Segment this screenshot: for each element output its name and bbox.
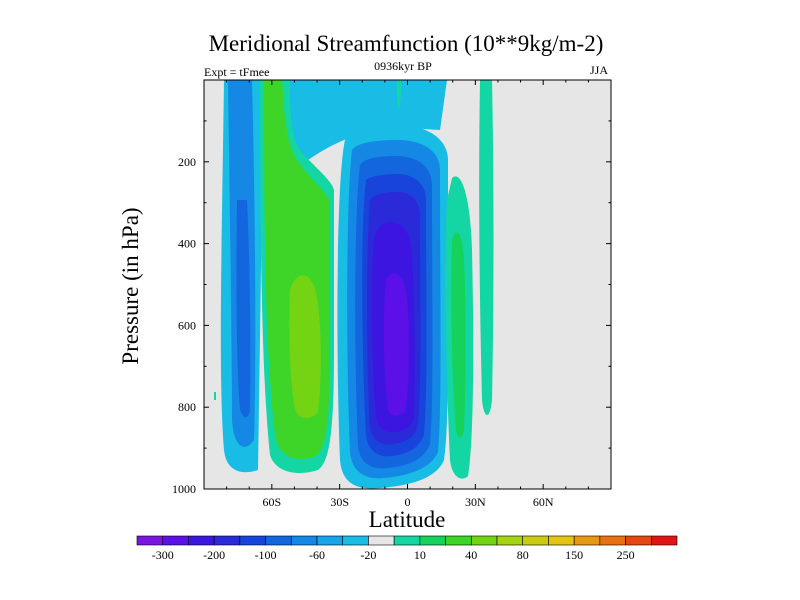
contour-sh-ferrel-core xyxy=(289,275,321,418)
colorbar-swatch xyxy=(599,535,626,546)
contour-upper-sliver xyxy=(396,80,401,108)
colorbar-label: 250 xyxy=(617,548,635,562)
colorbar-swatch xyxy=(496,535,524,546)
colorbar-swatch xyxy=(239,535,266,546)
colorbar-swatch xyxy=(162,535,189,546)
contour-sh-polar-core xyxy=(236,200,251,418)
season-label: JJA xyxy=(590,63,608,77)
colorbar-label: -100 xyxy=(255,548,277,562)
colorbar-label: -60 xyxy=(309,548,325,562)
colorbar xyxy=(136,535,678,546)
contour-left-speck xyxy=(214,392,216,400)
time-label: 0936kyr BP xyxy=(374,59,432,73)
contour-nh-hadley-inner xyxy=(451,232,466,438)
x-axis-ticks: 60S 30S 0 30N 60N xyxy=(226,80,589,509)
y-tick-label: 400 xyxy=(178,237,196,251)
colorbar-swatch xyxy=(265,535,292,546)
x-tick-label: 60N xyxy=(533,495,554,509)
colorbar-label: 40 xyxy=(465,548,477,562)
colorbar-swatch xyxy=(393,535,421,546)
x-axis-label: Latitude xyxy=(369,507,446,532)
colorbar-swatch xyxy=(625,535,652,546)
colorbar-swatch xyxy=(213,535,241,546)
colorbar-swatch xyxy=(136,535,164,546)
colorbar-swatch xyxy=(290,535,318,546)
chart-title: Meridional Streamfunction (10**9kg/m-2) xyxy=(209,31,604,56)
colorbar-label: 150 xyxy=(565,548,583,562)
colorbar-label: -300 xyxy=(152,548,174,562)
colorbar-swatch xyxy=(470,535,498,546)
colorbar-label: 80 xyxy=(517,548,529,562)
colorbar-swatch xyxy=(188,535,215,546)
colorbar-swatch xyxy=(548,535,575,546)
x-tick-label: 30N xyxy=(465,495,486,509)
contour-nh-upper-cell xyxy=(479,80,494,415)
y-axis-ticks: 200 400 600 800 1000 xyxy=(172,120,611,496)
colorbar-swatch xyxy=(368,535,395,546)
colorbar-swatch xyxy=(445,535,472,546)
colorbar-swatch xyxy=(419,535,446,546)
y-tick-label: 600 xyxy=(178,318,196,332)
y-tick-label: 1000 xyxy=(172,482,196,496)
x-tick-label: 30S xyxy=(330,495,349,509)
colorbar-swatch xyxy=(522,535,549,546)
colorbar-swatch xyxy=(650,535,678,546)
y-axis-label: Pressure (in hPa) xyxy=(118,207,143,364)
contour-hadley-core xyxy=(383,273,409,416)
colorbar-labels: -300 -200 -100 -60 -20 10 40 80 150 250 xyxy=(152,548,635,562)
colorbar-swatch xyxy=(342,535,369,546)
contour-field xyxy=(214,80,494,489)
colorbar-label: 10 xyxy=(414,548,426,562)
x-tick-label: 0 xyxy=(405,495,411,509)
y-tick-label: 200 xyxy=(178,155,196,169)
colorbar-swatch xyxy=(573,535,601,546)
colorbar-label: -200 xyxy=(203,548,225,562)
y-tick-label: 800 xyxy=(178,400,196,414)
colorbar-swatch xyxy=(316,535,344,546)
x-tick-label: 60S xyxy=(262,495,281,509)
experiment-label: Expt = tFmee xyxy=(204,65,269,79)
colorbar-label: -20 xyxy=(360,548,376,562)
